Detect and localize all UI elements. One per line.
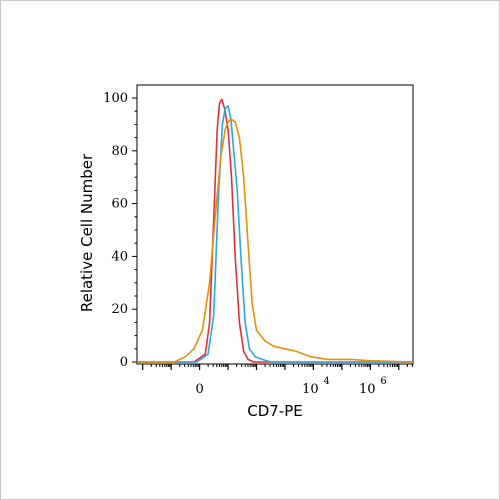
- x-tick-label: 10: [302, 382, 319, 397]
- y-axis-label: Relative Cell Number: [78, 153, 96, 312]
- y-tick-label: 20: [111, 302, 128, 317]
- series-layer: [137, 98, 414, 363]
- ticks: 0 20 40 60 80 100 0 10 4 10 6: [103, 91, 413, 397]
- series-line-1: [137, 98, 413, 363]
- y-tick-label: 100: [103, 91, 128, 106]
- y-tick-label: 80: [111, 144, 128, 159]
- x-tick-label: 0: [195, 382, 203, 397]
- x-tick-exponent: 6: [380, 376, 386, 387]
- y-tick-label: 60: [111, 197, 128, 212]
- y-tick-label: 0: [120, 355, 128, 370]
- series-line-2: [137, 105, 413, 363]
- x-tick-exponent: 4: [323, 376, 329, 387]
- series-line-3: [137, 118, 414, 363]
- axes: [136, 84, 414, 365]
- x-tick-label: 10: [359, 382, 376, 397]
- x-axis-label: CD7-PE: [247, 402, 303, 420]
- y-tick-label: 40: [111, 249, 128, 264]
- plot-box: [136, 84, 414, 365]
